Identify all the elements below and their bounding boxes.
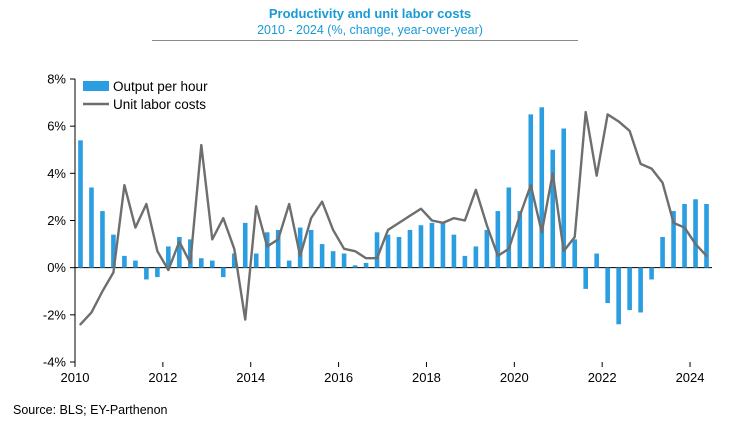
x-tick-label: 2018 (412, 370, 441, 385)
bar-output-per-hour (594, 253, 599, 268)
bar-output-per-hour (155, 267, 160, 278)
bar-output-per-hour (484, 229, 490, 268)
series-line-unit-labor-costs (79, 110, 708, 326)
bar-output-per-hour (649, 267, 654, 280)
bar-output-per-hour (682, 203, 687, 268)
bar-output-per-hour (473, 246, 479, 268)
y-tick-label: 8% (47, 72, 66, 87)
chart-legend: Output per hour Unit labor costs (83, 79, 208, 112)
bar-output-per-hour (166, 246, 171, 268)
bar-output-per-hour (199, 258, 204, 268)
bar-series (78, 107, 709, 325)
bar-output-per-hour (396, 237, 402, 268)
bar-output-per-hour (374, 232, 380, 268)
bar-output-per-hour (100, 211, 105, 268)
chart-subtitle: 2010 - 2024 (%, change, year-over-year) (257, 23, 483, 37)
bar-output-per-hour (78, 140, 83, 268)
x-tick-label: 2014 (236, 370, 265, 385)
bar-output-per-hour (451, 234, 457, 268)
bar-output-per-hour (89, 187, 94, 268)
bar-output-per-hour (572, 239, 578, 268)
bar-output-per-hour (144, 267, 149, 280)
bar-output-per-hour (561, 128, 567, 268)
chart-title: Productivity and unit labor costs (268, 6, 472, 21)
bar-output-per-hour (429, 222, 435, 268)
bar-output-per-hour (671, 211, 676, 268)
bar-output-per-hour (352, 265, 358, 268)
x-tick-label: 2010 (61, 370, 90, 385)
bar-output-per-hour (539, 107, 545, 268)
y-tick-label: 0% (47, 260, 66, 275)
bar-output-per-hour (550, 149, 556, 268)
bar-output-per-hour (660, 237, 665, 268)
y-tick-label: -4% (43, 355, 67, 370)
bar-output-per-hour (308, 229, 314, 268)
bar-output-per-hour (495, 211, 501, 268)
bar-output-per-hour (418, 225, 424, 268)
bar-output-per-hour (704, 203, 709, 268)
bar-output-per-hour (528, 114, 534, 268)
bar-output-per-hour (231, 253, 237, 268)
legend-label-unit-labor-costs: Unit labor costs (113, 97, 206, 112)
legend-label-output-per-hour: Output per hour (113, 79, 208, 94)
y-tick-label: 4% (47, 166, 66, 181)
bar-output-per-hour (363, 262, 369, 268)
bar-output-per-hour (616, 267, 621, 325)
legend-swatch-output-per-hour (83, 81, 109, 91)
chart-axes (70, 78, 712, 367)
bar-output-per-hour (133, 260, 138, 268)
bar-output-per-hour (506, 187, 512, 268)
bar-output-per-hour (297, 227, 303, 268)
bar-output-per-hour (462, 255, 468, 268)
y-tick-label: 6% (47, 119, 66, 134)
bar-output-per-hour (627, 267, 632, 311)
bar-output-per-hour (517, 211, 523, 268)
bar-output-per-hour (122, 255, 127, 268)
bar-output-per-hour (693, 199, 698, 268)
bar-output-per-hour (638, 267, 643, 313)
bar-output-per-hour (286, 260, 292, 268)
tick-labels: -4% -2% 0% 2% 4% 6% 8% 2010 2012 2014 2016 2018 2020… (43, 72, 705, 386)
bar-output-per-hour (440, 222, 446, 268)
bar-output-per-hour (253, 253, 259, 268)
x-tick-label: 2020 (500, 370, 529, 385)
line-series (79, 110, 708, 326)
y-tick-label: -2% (43, 307, 67, 322)
x-tick-label: 2022 (588, 370, 617, 385)
bar-output-per-hour (385, 234, 391, 268)
x-tick-label: 2016 (324, 370, 353, 385)
bar-output-per-hour (177, 237, 182, 268)
bar-output-per-hour (111, 234, 116, 268)
y-tick-label: 2% (47, 213, 66, 228)
chart-plot: -4% -2% 0% 2% 4% 6% 8% 2010 2012 2014 2016 2018 2020… (43, 72, 712, 386)
bar-output-per-hour (275, 229, 281, 268)
x-tick-label: 2024 (676, 370, 705, 385)
bar-output-per-hour (330, 251, 336, 268)
bar-output-per-hour (341, 253, 347, 268)
bar-output-per-hour (220, 267, 226, 278)
bar-output-per-hour (319, 244, 325, 268)
source-note: Source: BLS; EY-Parthenon (13, 403, 168, 417)
bar-output-per-hour (583, 267, 588, 289)
bar-output-per-hour (209, 260, 215, 268)
x-tick-label: 2012 (148, 370, 177, 385)
bar-output-per-hour (242, 222, 248, 268)
bar-output-per-hour (407, 229, 413, 268)
title-divider (152, 40, 578, 41)
bar-output-per-hour (264, 232, 270, 268)
bar-output-per-hour (605, 267, 610, 304)
